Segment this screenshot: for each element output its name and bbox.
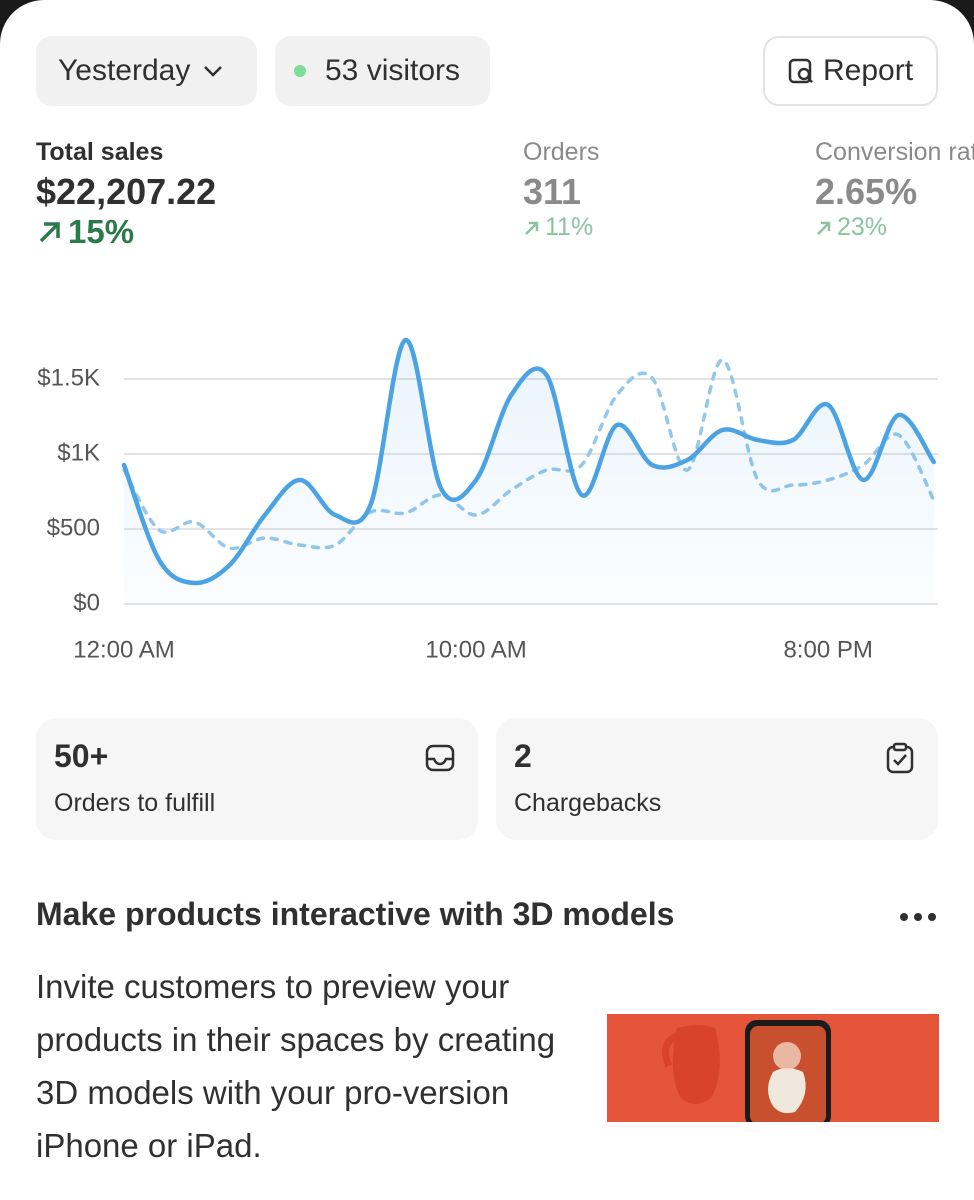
card-label: Orders to fulfill — [54, 789, 216, 817]
promo-body: Invite customers to preview your product… — [36, 968, 556, 1164]
clipboard-icon — [886, 742, 914, 774]
visitors-pill[interactable]: 53 visitors — [275, 36, 490, 106]
up-arrow — [39, 222, 60, 243]
live-dot — [294, 65, 306, 77]
metric-change: 23% — [837, 213, 888, 241]
metric-change-row: 23% — [815, 213, 974, 242]
metric-value: $22,207.22 — [36, 171, 217, 212]
y-tick-label: $500 — [47, 514, 100, 541]
x-tick-label: 10:00 AM — [425, 636, 526, 663]
x-tick-label: 8:00 PM — [783, 636, 872, 663]
promo-title: Make products interactive with 3D models — [36, 896, 675, 932]
chevron-icon — [204, 66, 223, 77]
y-tick-label: $0 — [73, 589, 100, 616]
metric[interactable]: Conversion rate 2.65% 23% — [815, 138, 974, 242]
metric[interactable]: Total sales $22,207.22 15% — [36, 138, 216, 251]
report-icon — [788, 58, 813, 84]
sales-chart: $0 $500 $1K $1.5K 12:00 AM 10:00 AM 8:00 PM — [37, 337, 938, 663]
promo-image — [607, 1014, 939, 1122]
series-area — [124, 339, 934, 604]
card-label: Chargebacks — [514, 789, 662, 817]
metric-value: 2.65% — [815, 171, 918, 212]
report-button[interactable]: Report — [763, 36, 938, 106]
chargebacks-card[interactable]: 2 Chargebacks — [496, 718, 938, 840]
inbox-icon — [425, 744, 455, 772]
metric-change: 11% — [545, 213, 594, 241]
x-tick-label: 12:00 AM — [73, 636, 174, 663]
report: Report — [823, 54, 914, 87]
metric-change-row: 15% — [36, 213, 216, 251]
metric-value: 311 — [523, 171, 582, 212]
visitors: 53 visitors — [325, 54, 461, 87]
metric-label: Orders — [523, 138, 600, 166]
y-tick-label: $1K — [57, 439, 100, 466]
period: Yesterday — [58, 54, 191, 87]
up-arrow — [525, 221, 539, 235]
metric-label: Conversion rate — [815, 138, 974, 166]
card-value: 50+ — [54, 738, 109, 774]
metric-change: 15% — [68, 213, 135, 250]
fulfill-card[interactable]: 50+ Orders to fulfill — [36, 718, 478, 840]
metric[interactable]: Orders 311 11% — [523, 138, 599, 242]
metric-change-row: 11% — [523, 213, 599, 242]
y-tick-label: $1.5K — [37, 364, 100, 391]
up-arrow — [817, 221, 831, 235]
period-selector[interactable]: Yesterday — [36, 36, 257, 106]
metric-label: Total sales — [36, 138, 164, 166]
card-value: 2 — [514, 738, 532, 774]
series-line — [121, 337, 937, 586]
more-button[interactable] — [898, 911, 938, 923]
